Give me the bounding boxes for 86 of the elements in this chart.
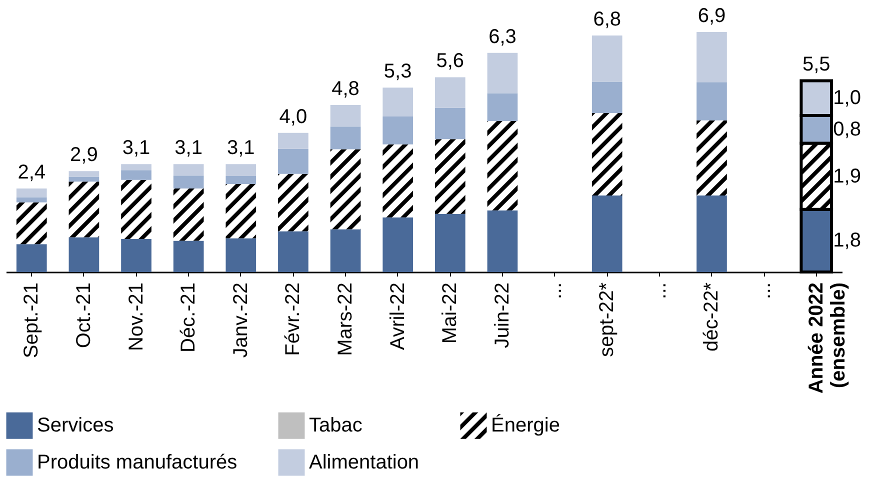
total-label: 5,5 (802, 54, 830, 76)
bar (592, 82, 622, 114)
bar (121, 180, 152, 239)
bar (382, 116, 414, 144)
bar (696, 32, 727, 82)
x-tick-label: Année 2022 (ensemble) (805, 282, 850, 394)
bar (16, 197, 47, 202)
x-tick-label: Juin-22 (491, 282, 514, 348)
x-tick-label: Févr.-22 (282, 282, 304, 356)
total-label: 6,8 (593, 8, 622, 30)
bar (226, 238, 256, 272)
bar (382, 217, 414, 272)
total-label: 6,9 (698, 5, 726, 27)
bar (16, 244, 47, 272)
bar (16, 202, 47, 244)
total-label: 2,9 (70, 144, 98, 166)
bar (173, 176, 204, 189)
x-tick-label: sept-22* (596, 282, 618, 357)
total-label: 6,3 (488, 26, 516, 48)
bar (330, 126, 361, 150)
bar (226, 176, 256, 184)
bar (121, 238, 152, 272)
legend-label: Tabac (309, 414, 362, 437)
bar (696, 82, 727, 120)
x-tick-label: Sept.-21 (20, 282, 43, 358)
legend-label: Énergie (491, 414, 560, 437)
bar (487, 52, 518, 94)
bar (592, 113, 622, 196)
bar (278, 148, 308, 174)
data-label: 0,8 (833, 118, 861, 140)
x-tick-label: déc-22* (700, 282, 723, 352)
bar (487, 93, 518, 122)
bar (16, 188, 47, 198)
x-tick-label: ... (753, 282, 776, 300)
x-tick-label: Mars-22 (334, 282, 357, 356)
bar (487, 210, 518, 272)
bar (592, 195, 622, 272)
legend-label: Services (37, 414, 114, 437)
x-tick-label: ... (544, 282, 566, 300)
x-tick-label: Mai-22 (439, 282, 462, 344)
bar (330, 105, 361, 127)
bar (434, 139, 466, 214)
bar (330, 229, 361, 272)
bar (121, 164, 152, 170)
x-tick-label: Oct.-21 (72, 282, 95, 348)
total-label: 3,1 (122, 137, 150, 160)
x-tick-label: Déc.-21 (178, 282, 200, 353)
data-label: 1,9 (833, 165, 861, 188)
legend-label: Alimentation (309, 452, 420, 474)
bar (278, 132, 308, 149)
total-label: 4,8 (332, 78, 360, 100)
bar (382, 88, 414, 117)
bar (434, 214, 466, 272)
bar (173, 240, 204, 272)
total-label: 2,4 (18, 162, 46, 184)
total-label: 4,0 (279, 106, 308, 128)
total-label: 5,6 (436, 50, 464, 72)
bar (592, 35, 622, 82)
bar (173, 164, 204, 176)
bar (434, 108, 466, 140)
x-tick-label: Avril-22 (386, 282, 409, 350)
legend-label: Produits manufacturés (37, 452, 238, 474)
bar (696, 195, 727, 272)
bar (68, 171, 100, 177)
bar (278, 231, 308, 272)
data-label: 1,8 (833, 230, 861, 252)
bar (382, 144, 414, 218)
total-label: 5,3 (384, 60, 412, 83)
bar (226, 164, 256, 176)
total-label: 3,1 (226, 137, 255, 160)
bar (68, 176, 100, 182)
bar (68, 182, 100, 238)
bar (173, 188, 204, 241)
data-label: 1,0 (833, 87, 861, 110)
bar (68, 237, 100, 272)
bar (121, 170, 152, 180)
bar (330, 149, 361, 230)
x-tick-label: Janv.-22 (230, 282, 252, 358)
x-tick-label: ... (648, 282, 670, 300)
bar (696, 120, 727, 196)
x-tick-label: Nov.-21 (125, 282, 148, 352)
total-label: 3,1 (174, 137, 202, 160)
bar (434, 77, 466, 108)
bar (226, 184, 256, 238)
bar (487, 121, 518, 210)
bar (278, 174, 308, 232)
